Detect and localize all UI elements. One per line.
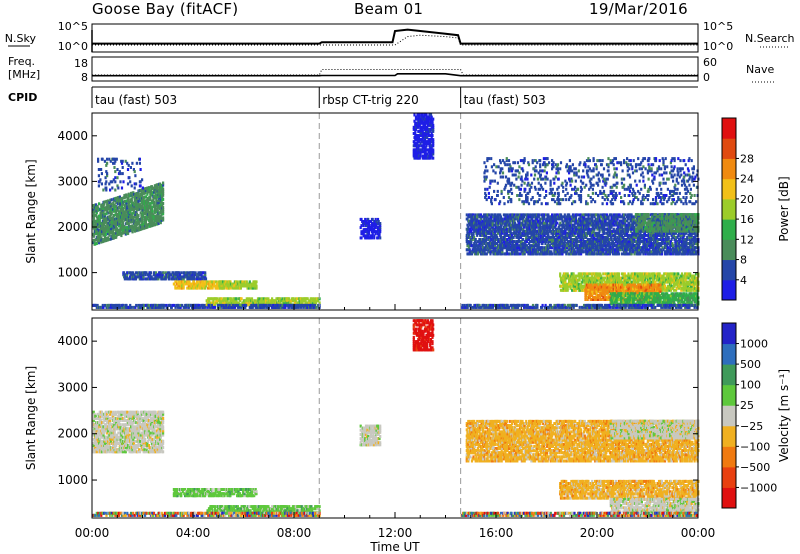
scatter-cell	[180, 271, 182, 274]
scatter-cell	[298, 304, 300, 307]
scatter-cell	[249, 280, 251, 283]
scatter-cell	[196, 280, 198, 283]
cpid-segment-label: tau (fast) 503	[464, 93, 546, 107]
scatter-cell	[137, 214, 139, 217]
scatter-cell	[162, 188, 164, 191]
nave-tick-low: 0	[703, 71, 710, 84]
cpid-segment-label: tau (fast) 503	[95, 93, 177, 107]
scatter-cell	[162, 182, 164, 185]
scatter-cell	[379, 222, 381, 225]
scatter-cell	[205, 277, 207, 280]
scatter-cell	[204, 306, 206, 309]
scatter-cell	[130, 306, 132, 309]
scatter-cell	[163, 271, 165, 274]
nave-line	[92, 70, 698, 76]
nsky-line	[92, 30, 698, 44]
scatter-cell	[111, 198, 113, 201]
scatter-cell	[194, 277, 196, 280]
sky-left-tick-low: 10^0	[58, 40, 88, 53]
scatter-cell	[137, 200, 139, 203]
scatter-cell	[432, 118, 434, 121]
scatter-cell	[235, 297, 237, 300]
scatter-cell	[432, 138, 434, 141]
sky-panel-frame	[92, 24, 698, 52]
freq-tick-high: 18	[74, 57, 88, 70]
scatter-cell	[163, 304, 165, 307]
scatter-cell	[204, 271, 206, 274]
scatter-cell	[255, 285, 257, 288]
scatter-cell	[241, 297, 243, 300]
scatter-cell	[238, 306, 240, 309]
scatter-cell	[432, 148, 434, 151]
scatter-cell	[431, 134, 433, 137]
scatter-cell	[419, 114, 421, 117]
cpid-label: CPID	[8, 91, 37, 104]
nsky-label: N.Sky	[5, 32, 37, 45]
scatter-cell	[162, 198, 164, 201]
nave-tick-high: 60	[703, 56, 717, 69]
power-scatter	[92, 114, 700, 309]
scatter-cell	[475, 238, 477, 241]
scatter-cell	[162, 202, 164, 205]
scatter-cell	[251, 297, 253, 300]
scatter-cell	[135, 304, 137, 307]
nave-label: Nave	[746, 63, 774, 76]
scatter-cell	[152, 210, 154, 213]
scatter-cell	[245, 304, 247, 307]
scatter-cell	[150, 271, 152, 274]
scatter-cell	[98, 202, 100, 205]
nsearch-label: N.Search	[745, 32, 795, 45]
scatter-cell	[360, 236, 362, 239]
scatter-cell	[379, 236, 381, 239]
scatter-cell	[122, 221, 124, 224]
freq-unit-label: [MHz]	[8, 68, 40, 81]
freq-label: Freq.	[8, 55, 35, 68]
scatter-cell	[432, 157, 434, 160]
cpid-segment-label: rbsp CT-trig 220	[322, 93, 418, 107]
radar-figure: N.Sky 10^5 10^0 10^5 10^0 N.Search Freq.[MHz] 1…	[0, 0, 800, 554]
scatter-cell	[105, 233, 107, 236]
sky-right-tick-high: 10^5	[703, 20, 733, 33]
scatter-cell	[214, 306, 216, 309]
scatter-cell	[126, 193, 128, 196]
scatter-cell	[153, 201, 155, 204]
scatter-cell	[486, 236, 488, 239]
sky-left-tick-high: 10^5	[58, 20, 88, 33]
scatter-cell	[186, 271, 188, 274]
freq-tick-low: 8	[81, 71, 88, 84]
scatter-cell	[110, 203, 112, 206]
scatter-cell	[162, 206, 164, 209]
scatter-cell	[432, 124, 434, 127]
scatter-cell	[162, 216, 164, 219]
sky-right-tick-low: 10^0	[703, 40, 733, 53]
scatter-cell	[255, 280, 257, 283]
